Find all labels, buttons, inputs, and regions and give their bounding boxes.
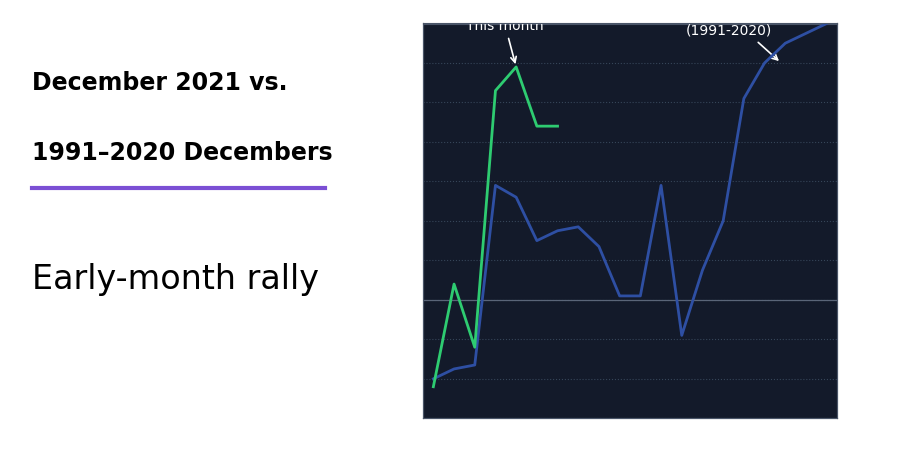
Text: All Decembers
(1991-2020): All Decembers (1991-2020) xyxy=(686,8,787,60)
Y-axis label: 1991-2020 median return: 1991-2020 median return xyxy=(887,145,900,297)
Text: Early-month rally: Early-month rally xyxy=(32,263,319,296)
Text: December 2021 vs.: December 2021 vs. xyxy=(32,70,287,94)
Y-axis label: December 2021 return: December 2021 return xyxy=(360,153,373,289)
X-axis label: Trading day of the month: Trading day of the month xyxy=(531,444,729,458)
Text: This month: This month xyxy=(466,19,544,63)
Text: 1991–2020 Decembers: 1991–2020 Decembers xyxy=(32,141,332,165)
